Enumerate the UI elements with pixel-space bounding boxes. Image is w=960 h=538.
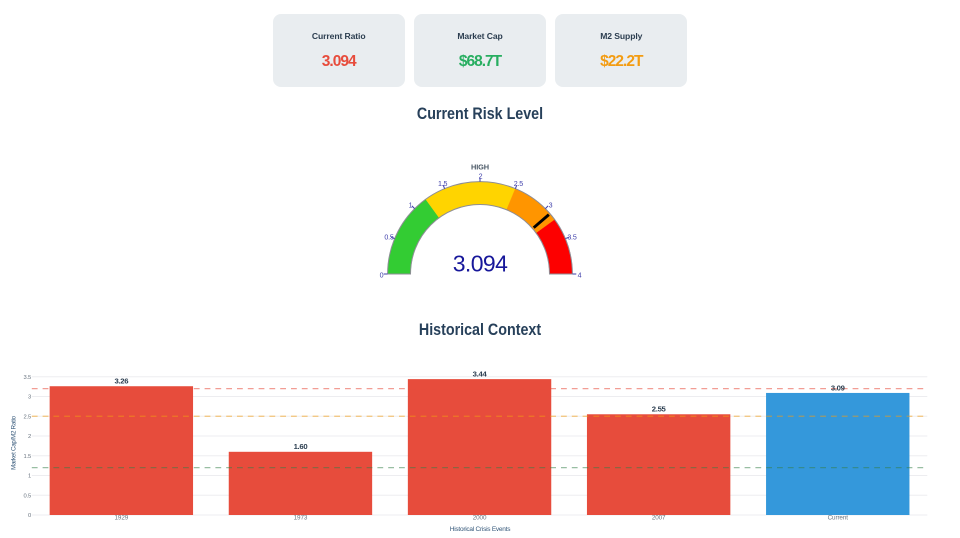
svg-text:3.5: 3.5	[24, 375, 31, 381]
svg-text:1: 1	[409, 201, 413, 209]
svg-text:0: 0	[28, 513, 31, 519]
svg-text:Historical Crisis Events: Historical Crisis Events	[450, 526, 511, 533]
svg-text:1.5: 1.5	[24, 454, 31, 460]
svg-text:1973: 1973	[294, 515, 308, 522]
svg-text:2: 2	[479, 172, 483, 180]
svg-text:1.60: 1.60	[294, 442, 308, 451]
svg-text:2.5: 2.5	[24, 414, 31, 420]
svg-text:0.5: 0.5	[24, 493, 31, 499]
svg-text:2000: 2000	[473, 515, 487, 522]
svg-text:3.26: 3.26	[114, 377, 128, 386]
svg-text:Current: Current	[828, 515, 849, 522]
svg-text:0.5: 0.5	[384, 233, 394, 241]
svg-text:Market Cap/M2 Ratio: Market Cap/M2 Ratio	[11, 415, 18, 470]
svg-text:2.5: 2.5	[514, 180, 524, 188]
svg-text:2007: 2007	[652, 515, 666, 522]
svg-text:1.5: 1.5	[438, 180, 448, 188]
svg-text:2.55: 2.55	[652, 405, 667, 414]
svg-text:3.5: 3.5	[567, 233, 577, 241]
svg-text:3.44: 3.44	[473, 370, 488, 379]
svg-text:HIGH: HIGH	[471, 163, 489, 172]
svg-text:1: 1	[28, 474, 31, 480]
svg-text:3: 3	[549, 201, 553, 209]
svg-text:0: 0	[380, 271, 384, 279]
svg-text:3: 3	[28, 395, 31, 401]
svg-text:2: 2	[28, 434, 31, 440]
svg-text:3.09: 3.09	[831, 383, 845, 392]
svg-text:3.094: 3.094	[453, 251, 508, 277]
svg-text:4: 4	[578, 271, 582, 279]
svg-text:1929: 1929	[115, 515, 129, 522]
